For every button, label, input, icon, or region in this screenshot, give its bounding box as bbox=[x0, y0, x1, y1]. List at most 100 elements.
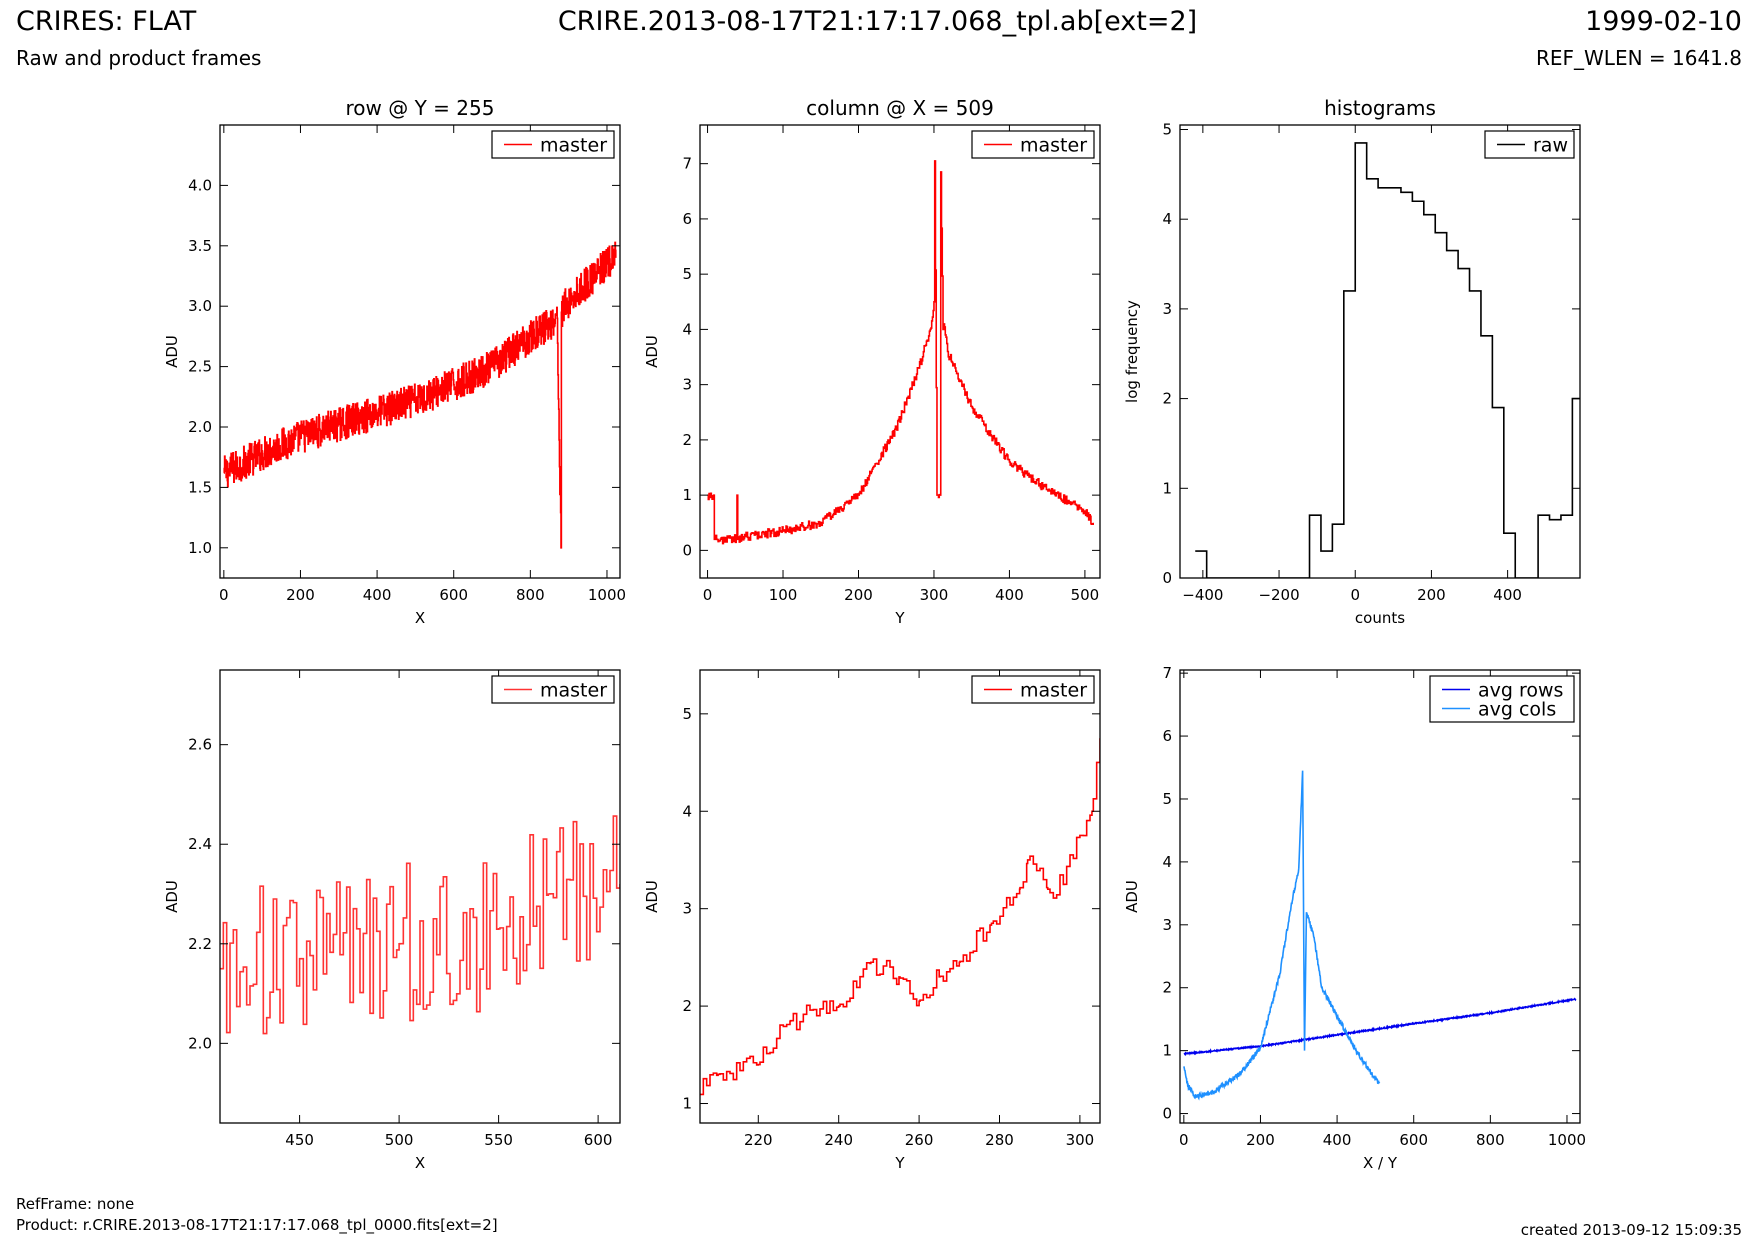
file-title: CRIRE.2013-08-17T21:17:17.068_tpl.ab[ext… bbox=[557, 6, 1198, 37]
y-tick-label: 5 bbox=[1162, 120, 1172, 138]
x-tick-label: 550 bbox=[484, 1131, 513, 1149]
y-tick-label: 4 bbox=[1162, 210, 1172, 228]
x-tick-label: 600 bbox=[584, 1131, 613, 1149]
y-tick-label: 1.0 bbox=[188, 539, 212, 557]
series-line-master bbox=[707, 160, 1095, 545]
legend-label: master bbox=[540, 135, 607, 157]
legend: raw bbox=[1484, 130, 1575, 159]
y-tick-label: 4.0 bbox=[188, 176, 212, 194]
x-tick-label: 220 bbox=[744, 1131, 773, 1149]
x-tick-label: 0 bbox=[219, 586, 229, 604]
y-axis-label: ADU bbox=[163, 880, 181, 913]
y-tick-label: 4 bbox=[1162, 853, 1172, 871]
y-tick-label: 2.0 bbox=[188, 1034, 212, 1052]
x-tick-label: 1000 bbox=[588, 586, 626, 604]
x-tick-label: 500 bbox=[1071, 586, 1100, 604]
axes-frame bbox=[1179, 124, 1581, 579]
y-tick-label: 5 bbox=[682, 705, 692, 723]
product-label: Product: r.CRIRE.2013-08-17T21:17:17.068… bbox=[16, 1216, 498, 1234]
y-tick-label: 4 bbox=[682, 320, 692, 338]
x-tick-label: −400 bbox=[1182, 586, 1223, 604]
x-tick-label: 500 bbox=[385, 1131, 414, 1149]
y-tick-label: 6 bbox=[682, 210, 692, 228]
ref-frame-label: RefFrame: none bbox=[16, 1195, 135, 1213]
y-axis-label: ADU bbox=[643, 880, 661, 913]
y-tick-label: 2.2 bbox=[188, 935, 212, 953]
y-axis-label: ADU bbox=[1123, 880, 1141, 913]
y-axis-label: ADU bbox=[163, 335, 181, 368]
legend: master bbox=[491, 675, 615, 704]
x-tick-label: 0 bbox=[1179, 1131, 1189, 1149]
y-tick-label: 3.5 bbox=[188, 237, 212, 255]
axes-frame bbox=[1179, 669, 1581, 1124]
figure-subtitle: Raw and product frames bbox=[16, 46, 262, 70]
figure-title: CRIRES: FLAT bbox=[16, 6, 197, 37]
y-tick-label: 1 bbox=[682, 1095, 692, 1113]
x-tick-label: −200 bbox=[1258, 586, 1299, 604]
y-tick-label: 2 bbox=[1162, 979, 1172, 997]
x-tick-label: 260 bbox=[905, 1131, 934, 1149]
y-tick-label: 2.4 bbox=[188, 835, 212, 853]
legend: master bbox=[491, 130, 615, 159]
legend-label: master bbox=[540, 680, 607, 702]
y-tick-label: 5 bbox=[1162, 790, 1172, 808]
y-tick-label: 2.6 bbox=[188, 736, 212, 754]
y-tick-label: 5 bbox=[682, 265, 692, 283]
legend-label: master bbox=[1020, 135, 1087, 157]
x-tick-label: 400 bbox=[363, 586, 392, 604]
y-tick-label: 3 bbox=[1162, 300, 1172, 318]
x-tick-label: 200 bbox=[1246, 1131, 1275, 1149]
plot-title: histograms bbox=[1324, 96, 1436, 120]
plot-panel-3: −400 −200 0 200 400 0 1 2 3 4 5 histograms counts log… bbox=[1123, 96, 1581, 627]
y-tick-label: 3 bbox=[682, 900, 692, 918]
y-tick-label: 0 bbox=[1162, 569, 1172, 587]
y-tick-label: 7 bbox=[682, 155, 692, 173]
x-tick-label: 600 bbox=[439, 586, 468, 604]
x-axis-label: X / Y bbox=[1363, 1154, 1398, 1172]
y-tick-label: 2 bbox=[682, 997, 692, 1015]
y-tick-label: 7 bbox=[1162, 664, 1172, 682]
plot-panel-6: 0 200 400 600 800 1000 0 1 2 3 4 5 6 7 X / Y ADU avg row… bbox=[1123, 664, 1586, 1172]
x-tick-label: 300 bbox=[1066, 1131, 1095, 1149]
series-line-master bbox=[700, 738, 1100, 1096]
axes-frame bbox=[699, 124, 1101, 579]
y-tick-label: 3 bbox=[1162, 916, 1172, 934]
y-tick-label: 2.0 bbox=[188, 418, 212, 436]
legend-label: master bbox=[1020, 680, 1087, 702]
y-tick-label: 2.5 bbox=[188, 358, 212, 376]
x-tick-label: 450 bbox=[285, 1131, 314, 1149]
y-tick-label: 3 bbox=[682, 376, 692, 394]
x-axis-label: X bbox=[415, 609, 425, 627]
x-tick-label: 200 bbox=[844, 586, 873, 604]
created-label: created 2013-09-12 15:09:35 bbox=[1520, 1221, 1742, 1239]
plot-title: column @ X = 509 bbox=[806, 96, 994, 120]
legend-label: avg cols bbox=[1478, 699, 1556, 721]
series-line-raw bbox=[1195, 142, 1580, 578]
y-tick-label: 2 bbox=[682, 431, 692, 449]
plot-title: row @ Y = 255 bbox=[346, 96, 495, 120]
y-tick-label: 4 bbox=[682, 802, 692, 820]
y-tick-label: 0 bbox=[682, 541, 692, 559]
x-tick-label: 1000 bbox=[1548, 1131, 1586, 1149]
x-tick-label: 0 bbox=[703, 586, 713, 604]
y-tick-label: 1.5 bbox=[188, 478, 212, 496]
x-tick-label: 800 bbox=[1476, 1131, 1505, 1149]
x-axis-label: counts bbox=[1355, 609, 1405, 627]
x-tick-label: 400 bbox=[995, 586, 1024, 604]
legend-label: raw bbox=[1533, 135, 1568, 157]
y-tick-label: 2 bbox=[1162, 390, 1172, 408]
series-line-avg-rows bbox=[1183, 997, 1577, 1056]
plot-panel-2: 0 100 200 300 400 500 0 1 2 3 4 5 6 7 column @ X = 509… bbox=[643, 96, 1101, 627]
x-tick-label: 240 bbox=[824, 1131, 853, 1149]
date-label: 1999-02-10 bbox=[1585, 6, 1742, 37]
y-axis-label: ADU bbox=[643, 335, 661, 368]
x-axis-label: X bbox=[415, 1154, 425, 1172]
x-tick-label: 280 bbox=[985, 1131, 1014, 1149]
y-tick-label: 1 bbox=[682, 486, 692, 504]
x-tick-label: 300 bbox=[920, 586, 949, 604]
axes-frame bbox=[699, 669, 1101, 1124]
series-line-avg-cols bbox=[1183, 770, 1381, 1101]
series-line-master bbox=[220, 815, 620, 1035]
